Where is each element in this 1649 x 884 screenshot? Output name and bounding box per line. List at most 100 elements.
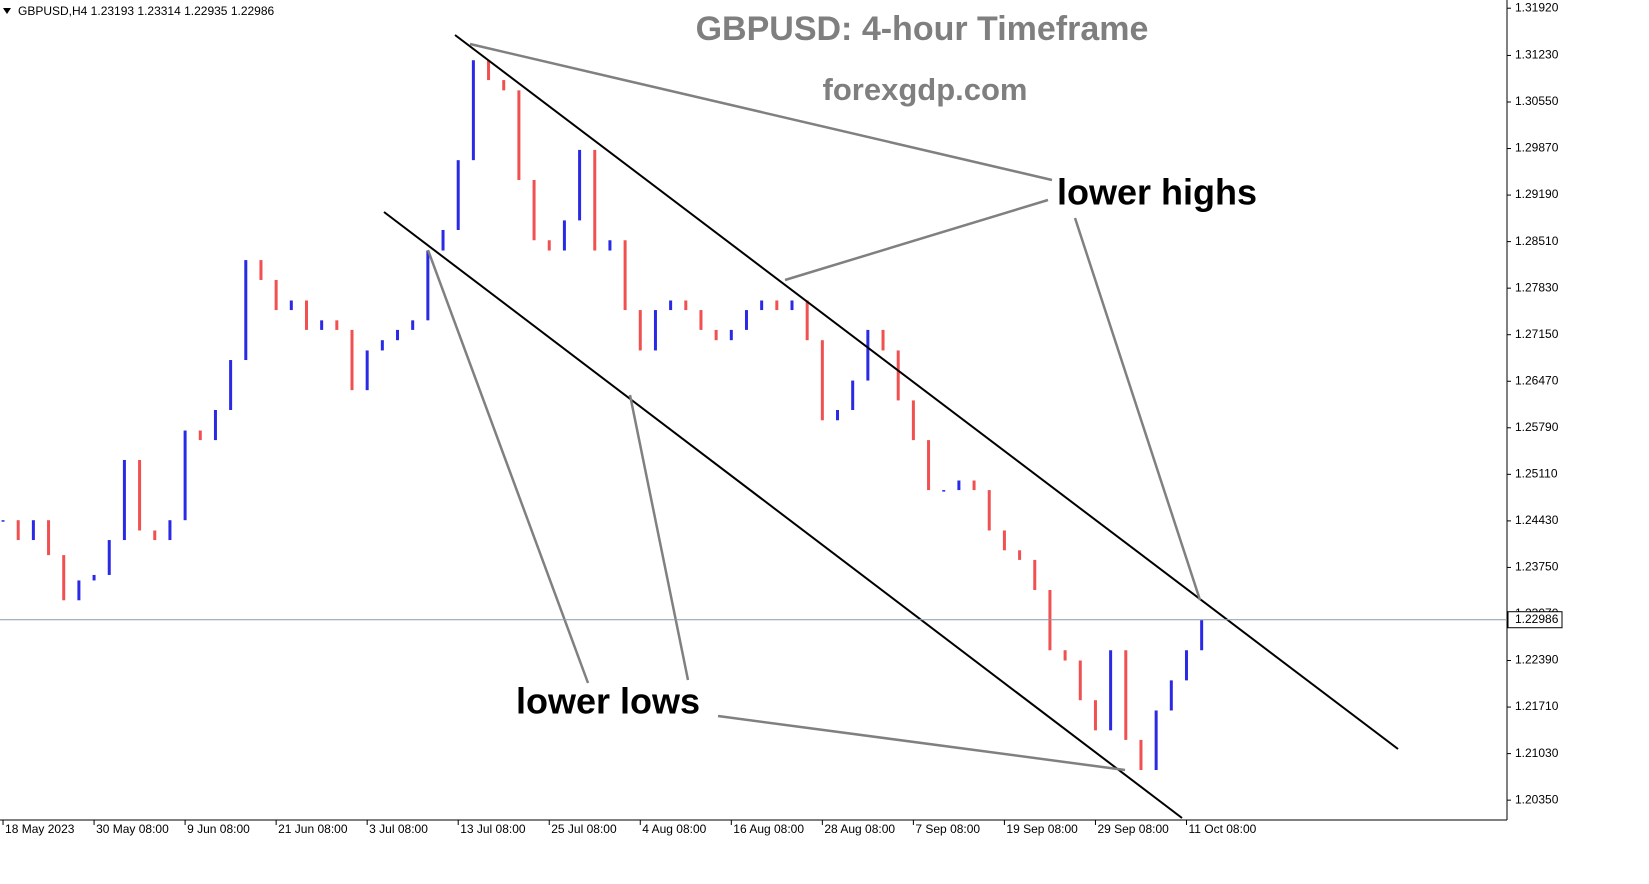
x-tick-label: 11 Oct 08:00 (1188, 822, 1256, 836)
price-bar (1033, 559, 1037, 591)
price-bar (623, 240, 627, 311)
y-tick-label: 1.21030 (1515, 746, 1559, 760)
x-tick-label: 16 Aug 08:00 (733, 822, 804, 836)
price-bar (1169, 680, 1173, 711)
pointer (469, 42, 1053, 182)
price-bar (62, 555, 66, 601)
y-tick-label: 1.30550 (1515, 94, 1559, 108)
price-bar (350, 329, 354, 391)
price-bar (866, 329, 870, 381)
pointer (717, 714, 1126, 772)
price-bar (396, 329, 400, 341)
price-bar (942, 490, 946, 492)
price-bar (1139, 739, 1143, 771)
current-price-label: 1.22986 (1515, 612, 1559, 626)
price-bar (669, 300, 673, 311)
price-bar (1002, 530, 1006, 551)
price-bar (517, 90, 521, 181)
pointer (628, 394, 690, 681)
y-tick-label: 1.27830 (1515, 280, 1559, 294)
price-bar (760, 300, 764, 311)
price-bar (532, 180, 536, 241)
price-bar (441, 229, 445, 251)
price-bar (805, 300, 809, 341)
channel-upper (454, 34, 1399, 750)
price-bar (153, 530, 157, 541)
price-bar (1, 520, 5, 522)
annotation: lower lows (516, 681, 700, 722)
price-bar (729, 329, 733, 341)
pointer (784, 198, 1049, 282)
y-tick-label: 1.31230 (1515, 48, 1559, 62)
price-bar (1093, 700, 1097, 731)
x-tick-label: 9 Jun 08:00 (187, 822, 250, 836)
price-bar (987, 490, 991, 531)
price-bar (168, 520, 172, 541)
price-bar (790, 300, 794, 311)
price-bar (502, 80, 506, 91)
price-bar (411, 320, 415, 330)
header: GBPUSD,H4 1.23193 1.23314 1.22935 1.2298… (18, 4, 275, 18)
x-tick-label: 13 Jul 08:00 (460, 822, 526, 836)
x-tick-label: 21 Jun 08:00 (278, 822, 348, 836)
price-bar (836, 410, 840, 421)
price-bar (92, 574, 96, 581)
y-tick-label: 1.21710 (1515, 699, 1559, 713)
price-bar (896, 350, 900, 401)
price-bar (1109, 650, 1113, 731)
x-tick-label: 3 Jul 08:00 (369, 822, 428, 836)
price-bar (578, 149, 582, 221)
x-tick-label: 7 Sep 08:00 (915, 822, 980, 836)
x-tick-label: 30 May 08:00 (96, 822, 169, 836)
y-tick-label: 1.25790 (1515, 420, 1559, 434)
current-price-box (1507, 611, 1563, 629)
price-bar (608, 240, 612, 251)
price-bar (320, 320, 324, 330)
x-tick-label: 19 Sep 08:00 (1006, 822, 1078, 836)
price-bar (198, 430, 202, 441)
price-bar (77, 580, 81, 601)
pointer (426, 249, 590, 684)
price-bar (16, 520, 20, 541)
price-bar (744, 310, 748, 330)
price-bar (107, 540, 111, 575)
price-bar (213, 410, 217, 441)
price-bar (851, 380, 855, 410)
price-bar (259, 260, 263, 280)
price-bar (881, 329, 885, 351)
price-bar (380, 340, 384, 351)
price-bar (487, 60, 491, 81)
price-bar (957, 480, 961, 491)
price-bar (304, 300, 308, 330)
price-bar (426, 250, 430, 321)
price-bar (638, 310, 642, 351)
y-tick-label: 1.25110 (1515, 467, 1558, 481)
y-tick-label: 1.29190 (1515, 187, 1559, 201)
price-bar (244, 260, 248, 361)
price-bar (365, 350, 369, 391)
x-tick-label: 28 Aug 08:00 (824, 822, 895, 836)
price-bar (820, 340, 824, 421)
price-bar (775, 300, 779, 311)
pointer-lines (426, 42, 1202, 772)
price-bar (1124, 650, 1128, 740)
y-tick-label: 1.20350 (1515, 792, 1559, 806)
chart-title: GBPUSD: 4-hour Timeframe (696, 10, 1149, 48)
price-bar (335, 320, 339, 330)
price-bar (1154, 710, 1158, 771)
x-tick-label: 25 Jul 08:00 (551, 822, 617, 836)
y-tick-label: 1.27150 (1515, 327, 1559, 341)
price-bar (593, 149, 597, 251)
price-bar (1200, 620, 1204, 651)
price-bar (547, 240, 551, 251)
price-bar (471, 60, 475, 161)
pointer (1073, 217, 1202, 601)
price-bar (927, 440, 931, 491)
y-tick-label: 1.31920 (1515, 0, 1559, 14)
price-bar (138, 459, 142, 531)
y-tick-label: 1.22390 (1515, 653, 1559, 667)
price-bar (47, 520, 51, 556)
price-bar (1184, 650, 1188, 681)
